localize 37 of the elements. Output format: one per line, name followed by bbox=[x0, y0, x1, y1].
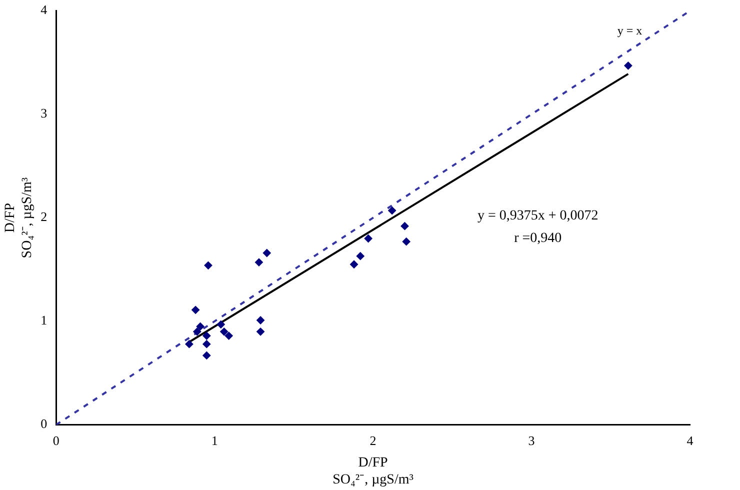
y-tick-label: 2 bbox=[40, 209, 48, 224]
x-tick-label: 1 bbox=[211, 433, 218, 448]
x-tick-label: 2 bbox=[370, 433, 376, 448]
x-tick-label: 0 bbox=[52, 433, 60, 448]
y-tick-label: 1 bbox=[40, 312, 48, 328]
point bbox=[204, 261, 212, 270]
point bbox=[400, 222, 409, 230]
point bbox=[356, 252, 364, 260]
point bbox=[202, 351, 211, 360]
annotation: r =0,940 bbox=[514, 231, 562, 246]
x-tick-label: 4 bbox=[686, 433, 694, 448]
annotation: y = 0,9375x + 0,0072 bbox=[477, 208, 598, 224]
x-axis-title: D/FP SO₄²⁻, µgS/m³ bbox=[332, 455, 414, 488]
point bbox=[193, 328, 202, 336]
point bbox=[192, 306, 200, 314]
point bbox=[224, 332, 233, 340]
point bbox=[402, 238, 410, 246]
point bbox=[262, 248, 271, 257]
point bbox=[364, 234, 372, 242]
y-tick-label: 4 bbox=[40, 2, 48, 18]
point bbox=[256, 328, 265, 336]
point bbox=[350, 260, 358, 268]
point bbox=[185, 340, 194, 348]
annotation: y = x bbox=[617, 24, 642, 38]
point bbox=[254, 258, 263, 266]
point bbox=[202, 332, 211, 340]
point bbox=[256, 316, 265, 324]
point bbox=[216, 320, 225, 328]
point bbox=[624, 62, 632, 70]
y-axis-title: D/FP SO₄²⁻, µgS/m³ bbox=[3, 177, 35, 258]
point bbox=[196, 322, 204, 330]
point bbox=[388, 206, 396, 215]
y-tick-label: 0 bbox=[40, 416, 48, 432]
point bbox=[202, 340, 211, 348]
y-tick-label: 3 bbox=[40, 106, 48, 121]
x-tick-label: 3 bbox=[528, 433, 535, 448]
point bbox=[220, 328, 228, 336]
